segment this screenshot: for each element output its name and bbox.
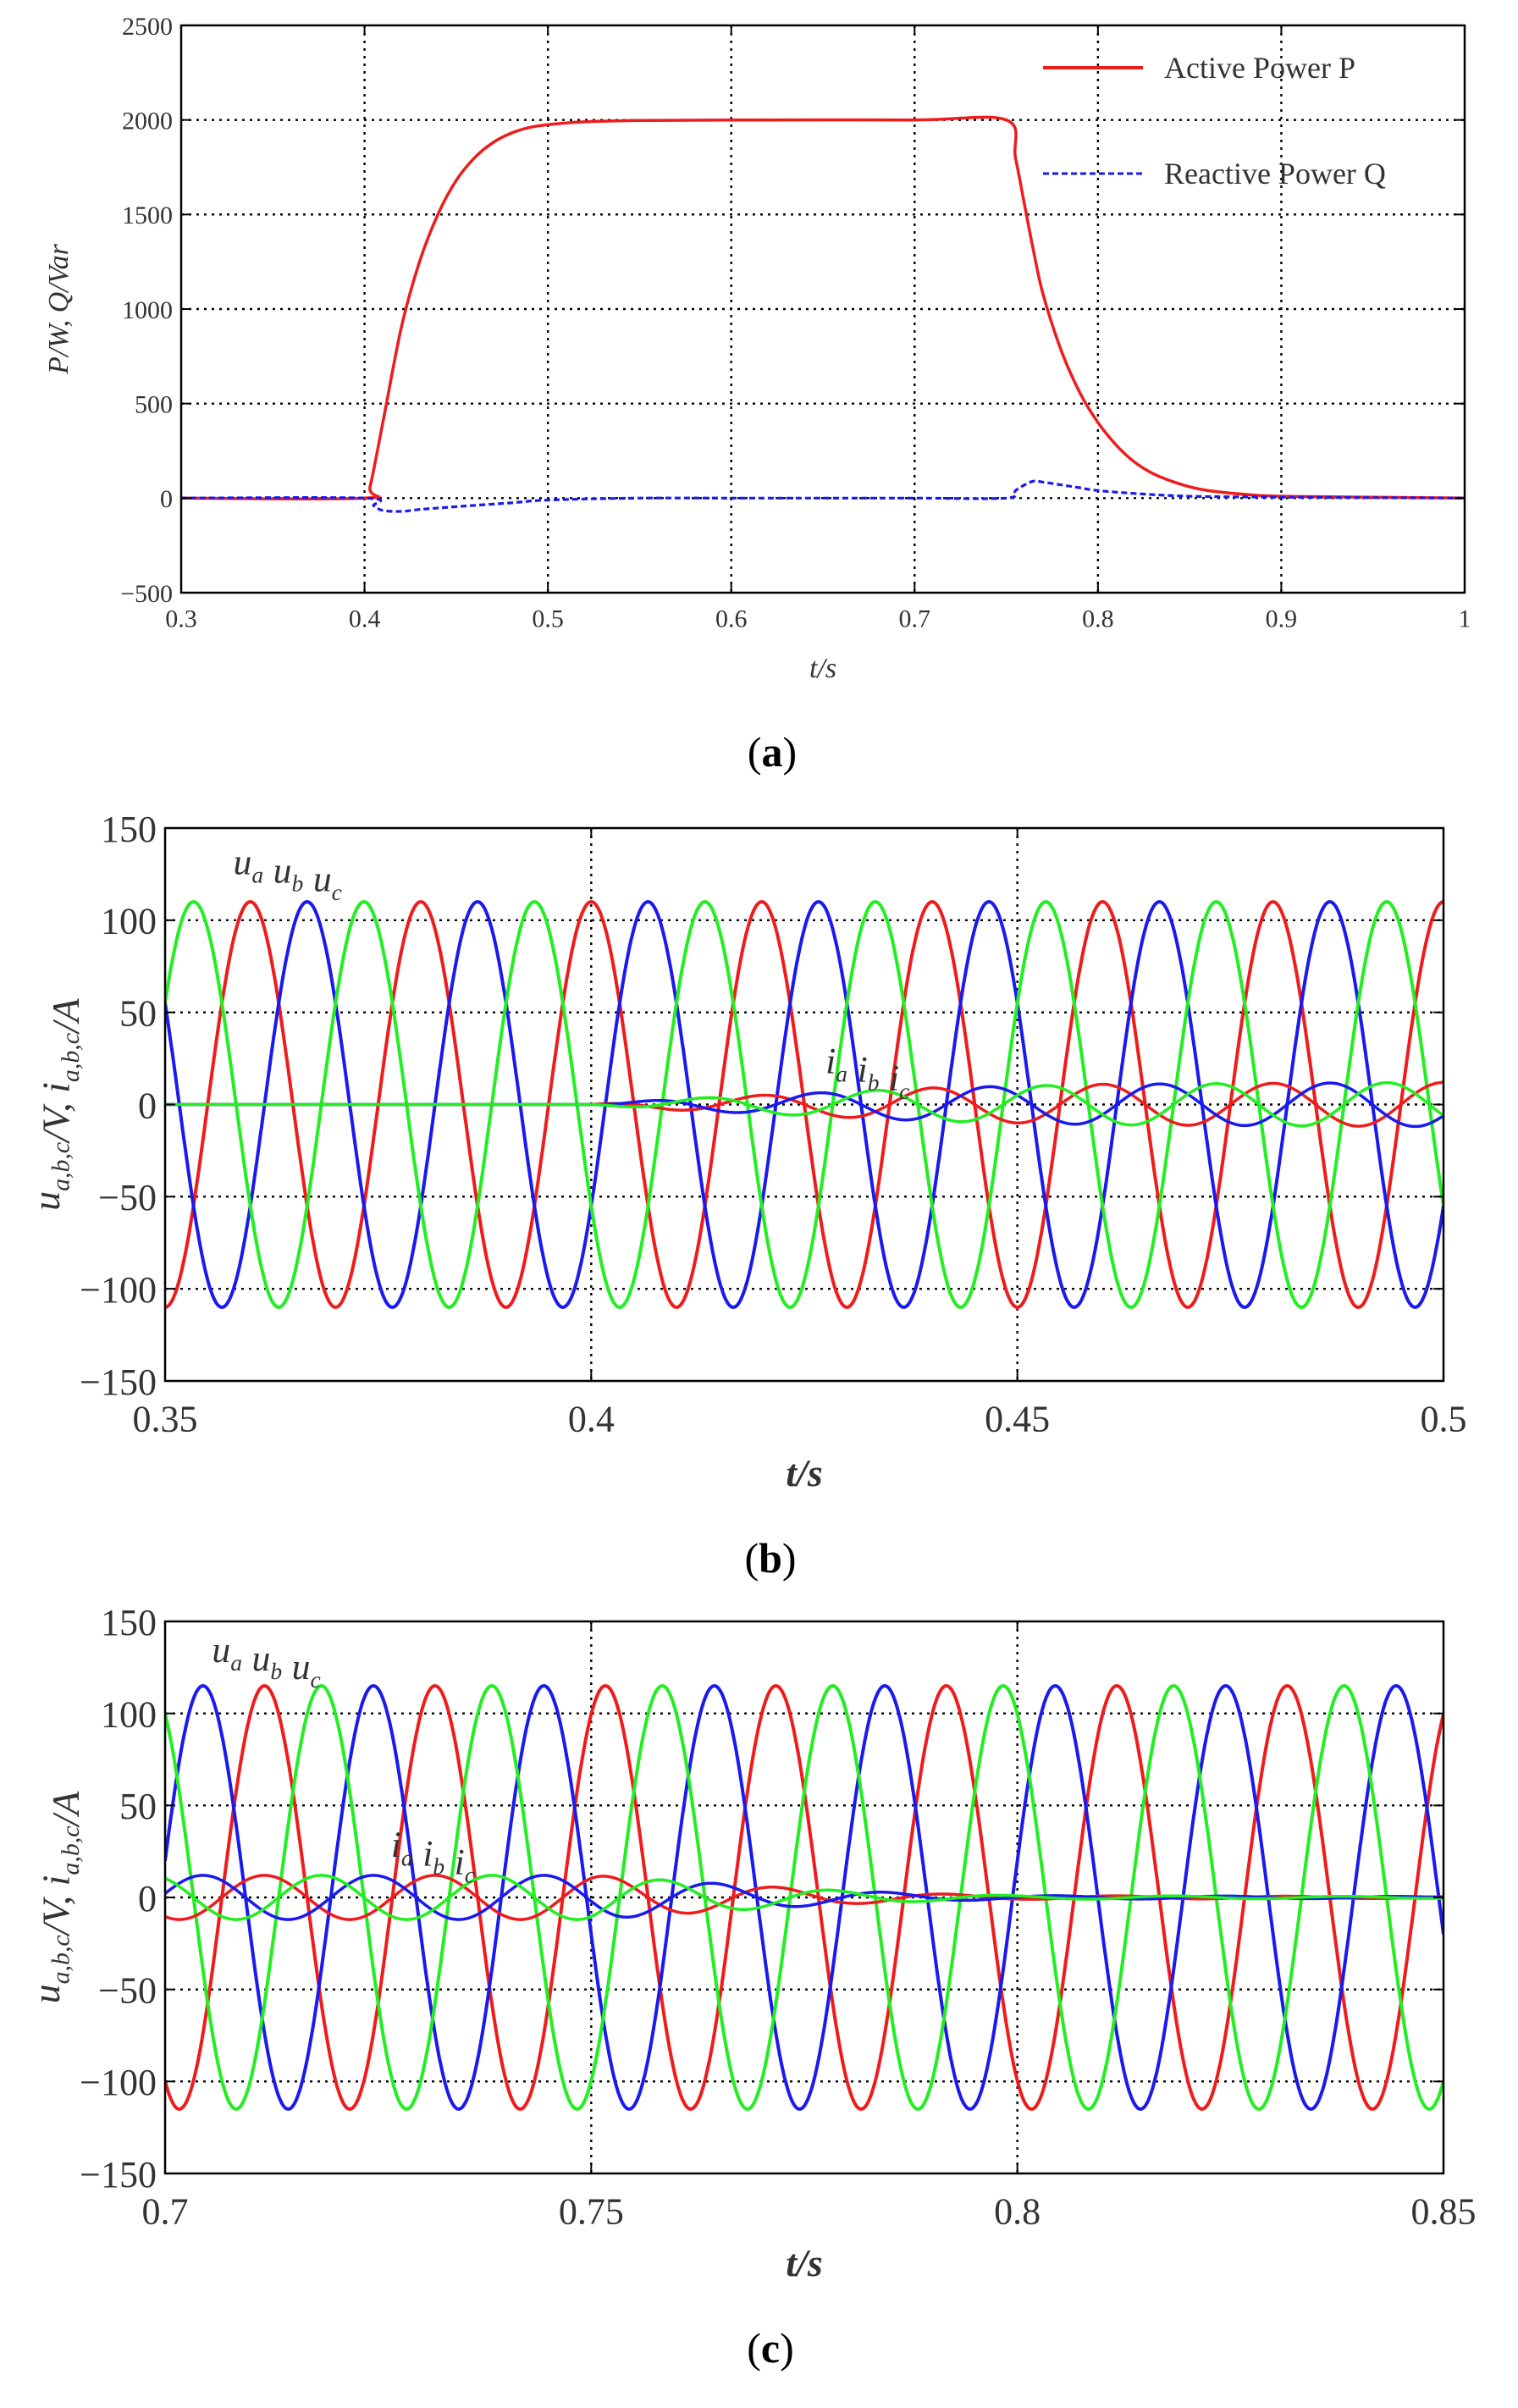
legend: Active Power P Reactive Power Q: [1043, 51, 1386, 191]
x-tick-label: 0.4: [568, 1398, 615, 1439]
series-line-ib: [165, 1874, 1443, 1921]
y-axis-label: P/W, Q/Var: [43, 243, 75, 374]
x-tick-label: 0.3: [165, 605, 197, 633]
y-tick-label: 100: [101, 1694, 157, 1736]
series-line-ic: [165, 1874, 1443, 1921]
legend-entry: Active Power P: [1164, 51, 1355, 85]
series-group: [181, 115, 1465, 513]
x-axis-label: t/s: [809, 653, 836, 684]
y-tick-label: 1500: [122, 202, 173, 229]
y-tick-label: 100: [101, 901, 157, 942]
series-group: [165, 1684, 1443, 2111]
y-axis-label: ua,b,c/V, ia,b,c/A: [25, 997, 87, 1211]
chart-panel-a: 0.3 0.4 0.5 0.6 0.7 0.8 0.9 1 −500 0 500 1000 1500 20…: [43, 13, 1471, 776]
series-group: [165, 900, 1443, 1309]
grid: [181, 25, 1465, 593]
x-axis-label: t/s: [786, 2241, 822, 2284]
annotation-current: ia ib ic: [391, 1825, 475, 1887]
x-axis-label: t/s: [786, 1451, 822, 1494]
x-tick-label: 0.35: [133, 1398, 198, 1439]
y-axis-label: ua,b,c/V, ia,b,c/A: [25, 1791, 87, 2004]
series-line-ic: [165, 1080, 1443, 1128]
x-tick-label: 0.85: [1411, 2190, 1477, 2232]
panel-caption: (b): [744, 1534, 796, 1582]
series-line-reactive-power-q: [181, 479, 1465, 513]
series-line-uc: [165, 1684, 1443, 2111]
x-tick-label: 0.7: [142, 2190, 189, 2232]
panel-caption: (c): [747, 2324, 794, 2372]
series-line-ub: [165, 900, 1443, 1309]
x-tick-label: 0.4: [349, 605, 381, 633]
y-tick-label: 0: [138, 1878, 157, 1919]
x-tick-label: 0.7: [899, 605, 931, 633]
y-tick-label: 150: [101, 1602, 157, 1643]
chart-panel-b: 0.35 0.4 0.45 0.5 −150 −100 −50 0 50 100 150 t/s ua,…: [25, 809, 1467, 1582]
y-tick-label: −500: [120, 580, 173, 608]
panel-caption: (a): [748, 728, 797, 776]
y-tick-label: 50: [119, 993, 157, 1035]
y-tick-label: −50: [98, 1177, 157, 1218]
y-tick-label: 0: [160, 485, 173, 513]
x-tick-label: 1: [1459, 605, 1471, 633]
y-tick-label: −100: [80, 1269, 157, 1311]
x-tick-label: 0.8: [994, 2190, 1041, 2232]
y-tick-label: −150: [80, 2154, 157, 2195]
annotation-current: ia ib ic: [825, 1041, 909, 1103]
y-tick-label: 2500: [122, 13, 173, 41]
y-tick-label: 150: [101, 809, 157, 850]
legend-entry: Reactive Power Q: [1164, 157, 1386, 191]
x-tick-label: 0.9: [1266, 605, 1298, 633]
x-tick-label: 0.8: [1082, 605, 1114, 633]
series-line-uc: [165, 900, 1443, 1309]
y-tick-label: −150: [80, 1361, 157, 1403]
x-tick-label: 0.75: [559, 2190, 624, 2232]
annotation-voltage: ua ub uc: [234, 842, 342, 904]
x-tick-label: 0.5: [532, 605, 564, 633]
y-tick-label: 0: [138, 1085, 157, 1126]
series-line-active-power-p: [181, 115, 1465, 501]
y-tick-label: 1000: [122, 296, 173, 324]
y-tick-label: −50: [98, 1970, 157, 2012]
y-tick-label: 500: [135, 390, 173, 418]
chart-panel-c: 0.7 0.75 0.8 0.85 −150 −100 −50 0 50 100 150 t/s ua,…: [25, 1602, 1477, 2372]
x-tick-label: 0.5: [1421, 1398, 1467, 1439]
annotation-voltage: ua ub uc: [212, 1630, 320, 1693]
series-line-ub: [165, 1684, 1443, 2111]
y-tick-label: −100: [80, 2062, 157, 2103]
y-tick-label: 50: [119, 1786, 157, 1827]
x-tick-label: 0.45: [985, 1398, 1050, 1439]
y-tick-label: 2000: [122, 107, 173, 135]
x-tick-label: 0.6: [715, 605, 748, 633]
